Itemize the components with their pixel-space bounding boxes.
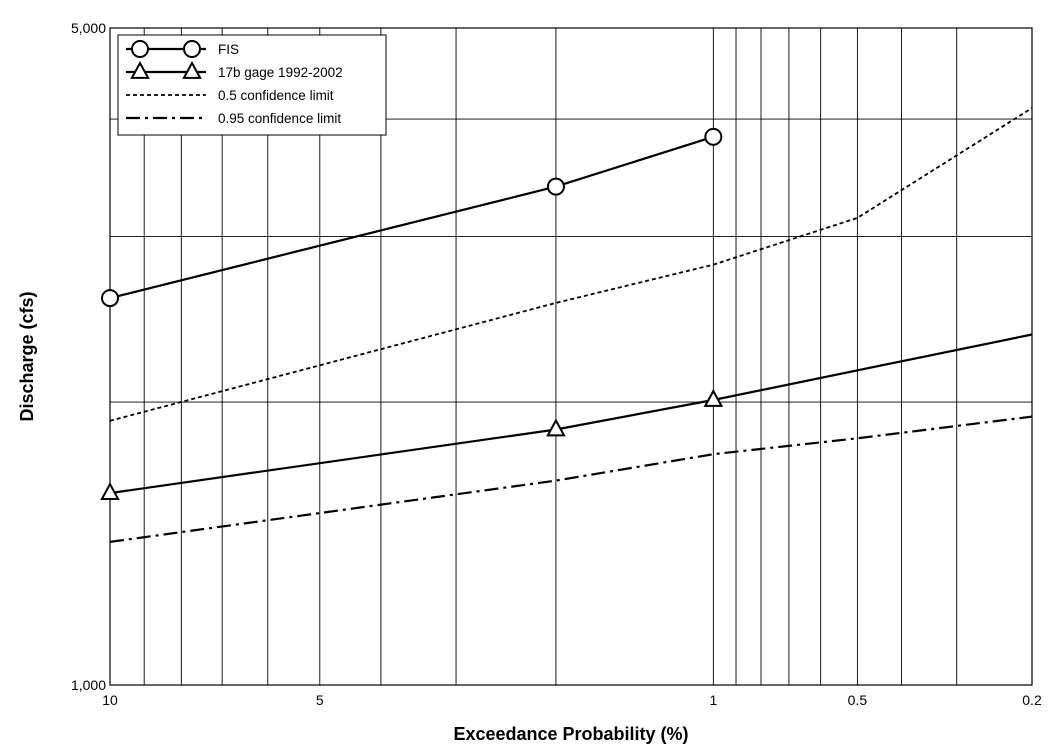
- legend-item: 17b gage 1992-2002: [126, 60, 343, 80]
- legend-marker: [183, 40, 201, 58]
- legend-marker: [130, 60, 150, 79]
- series-line: [109, 415, 1033, 543]
- plot-area-frame: [109, 27, 1033, 686]
- legend: FIS 17b gage 1992-2002 0.5 confidence limi…: [117, 34, 387, 136]
- data-point-marker: [100, 482, 120, 500]
- legend-label: 17b gage 1992-2002: [218, 65, 343, 80]
- legend-label: 0.5 confidence limit: [218, 88, 334, 103]
- legend-label: 0.95 confidence limit: [218, 111, 341, 126]
- series-1: [101, 127, 723, 308]
- x-tick-label: 1: [709, 692, 717, 708]
- y-tick-label: 5,000: [71, 20, 106, 36]
- legend-item: FIS: [126, 40, 239, 58]
- legend-item: 0.95 confidence limit: [126, 111, 341, 126]
- series-3: [109, 107, 1033, 422]
- legend-marker: [182, 60, 202, 79]
- series-line: [109, 333, 1033, 495]
- legend-item: 0.5 confidence limit: [126, 88, 334, 103]
- legend-marker: [131, 40, 149, 58]
- x-tick-label: 10: [102, 692, 118, 708]
- y-axis-title: Discharge (cfs): [17, 291, 37, 421]
- data-point-marker: [546, 418, 566, 437]
- x-tick-label: 0.5: [848, 692, 868, 708]
- legend-label: FIS: [218, 42, 239, 57]
- data-point-marker: [703, 388, 724, 407]
- x-axis-title: Exceedance Probability (%): [453, 724, 688, 744]
- series-4: [109, 415, 1033, 543]
- data-point-marker: [101, 289, 119, 308]
- y-tick-label: 1,000: [71, 677, 106, 693]
- series-line: [109, 107, 1033, 422]
- series-2: [100, 333, 1033, 500]
- x-tick-label: 0.2: [1022, 692, 1042, 708]
- data-point-marker: [704, 127, 723, 146]
- series-group: [100, 107, 1033, 543]
- data-point-marker: [546, 177, 565, 196]
- x-tick-label: 5: [316, 692, 324, 708]
- tick-labels: 10 5 1 0.5 0.2 1,000 5,000: [71, 20, 1042, 708]
